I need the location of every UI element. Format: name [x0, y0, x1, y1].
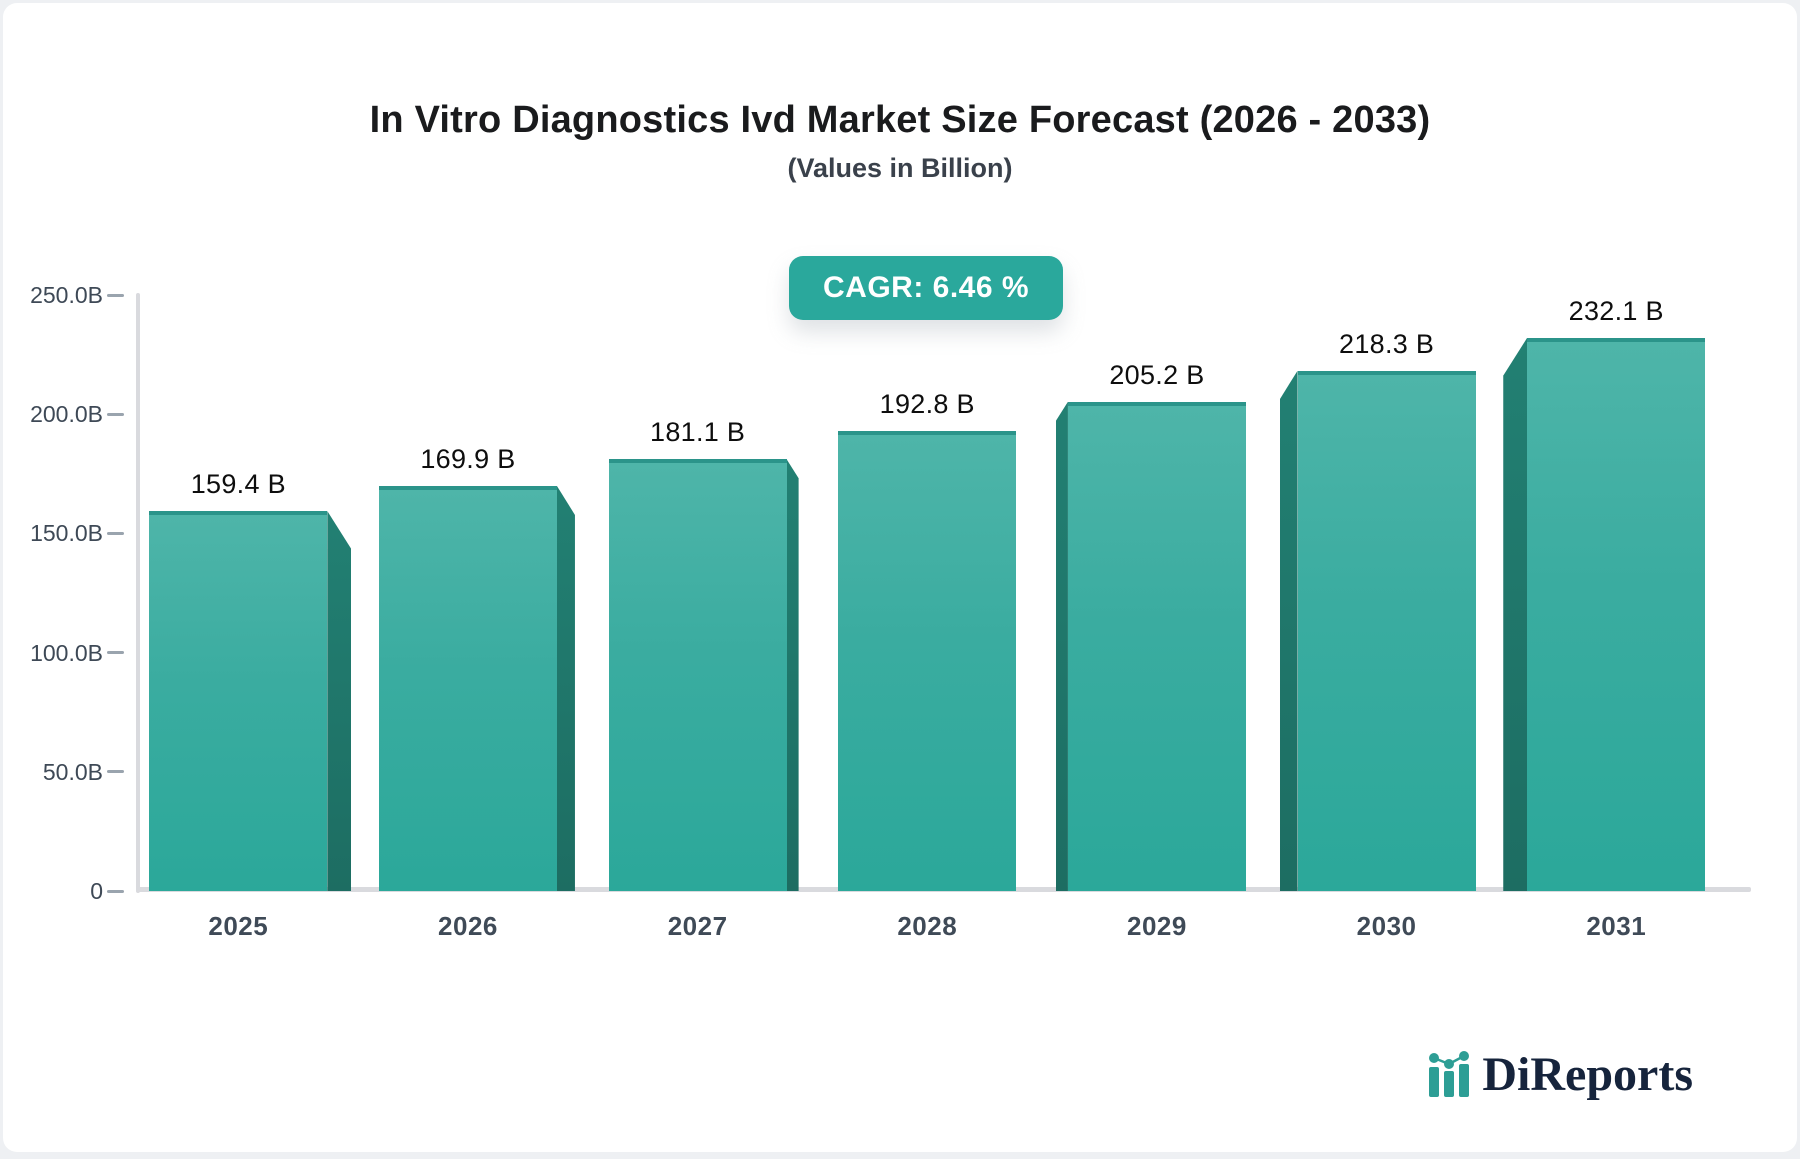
- x-axis-label-2029: 2029: [1127, 911, 1187, 941]
- y-tick-mark: [107, 293, 124, 297]
- y-tick-label: 100.0B: [30, 639, 103, 666]
- y-tick-mark: [107, 651, 124, 655]
- bar-3d-side: [556, 485, 575, 891]
- bar-2029: [1067, 401, 1246, 891]
- bar-2026: [378, 485, 557, 891]
- brand-logo-text: DiReports: [1482, 1048, 1693, 1101]
- bar-value-label: 181.1 B: [650, 417, 746, 448]
- x-axis-label-2030: 2030: [1356, 911, 1417, 941]
- bar-2031: [1527, 337, 1706, 891]
- y-tick-mark: [107, 889, 124, 893]
- brand-logo: DiReports: [1428, 1041, 1693, 1103]
- bar-value-label: 192.8 B: [879, 389, 975, 420]
- y-tick-label: 200.0B: [30, 401, 103, 428]
- y-tick-label: 250.0B: [30, 282, 103, 308]
- y-tick-mark: [107, 531, 124, 535]
- bar-2027: [608, 459, 787, 891]
- y-tick-label: 50.0B: [42, 758, 103, 785]
- y-tick-label: 0: [90, 878, 103, 904]
- bar-3d-side: [1055, 401, 1068, 891]
- bar-value-label: 232.1 B: [1568, 295, 1664, 326]
- bar-2030: [1297, 370, 1476, 891]
- y-tick-mark: [107, 412, 124, 416]
- bar-3d-side: [1279, 370, 1298, 891]
- plot-area: 250.0B 200.0B 150.0B 100.0B 50.0B 0 159.4 B 16…: [3, 3, 1800, 1159]
- x-axis-label-2031: 2031: [1586, 911, 1647, 941]
- y-tick-mark: [107, 770, 124, 774]
- y-tick-label: 150.0B: [30, 520, 103, 547]
- bar-2028: [838, 431, 1017, 891]
- chart-card: In Vitro Diagnostics Ivd Market Size For…: [3, 3, 1797, 1152]
- cagr-badge: CAGR: 6.46 %: [789, 256, 1064, 320]
- x-axis-label-2028: 2028: [897, 911, 958, 941]
- bar-3d-side: [786, 459, 799, 891]
- bar-3d-side: [1503, 337, 1528, 891]
- x-axis-label-2027: 2027: [667, 911, 728, 941]
- chart-subtitle: (Values in Billion): [787, 153, 1013, 183]
- mini-bar-line-chart-icon: [1429, 1051, 1470, 1097]
- bar-value-label: 159.4 B: [190, 468, 286, 499]
- chart-title: In Vitro Diagnostics Ivd Market Size For…: [369, 99, 1431, 141]
- bar-2025: [149, 510, 328, 891]
- bar-3d-side: [327, 510, 352, 891]
- x-axis-label-2026: 2026: [438, 911, 498, 941]
- bar-value-label: 205.2 B: [1109, 359, 1205, 390]
- x-axis-label-2025: 2025: [208, 911, 269, 941]
- y-axis-line: [136, 293, 140, 893]
- bar-value-label: 169.9 B: [420, 443, 516, 474]
- bar-value-label: 218.3 B: [1339, 328, 1435, 359]
